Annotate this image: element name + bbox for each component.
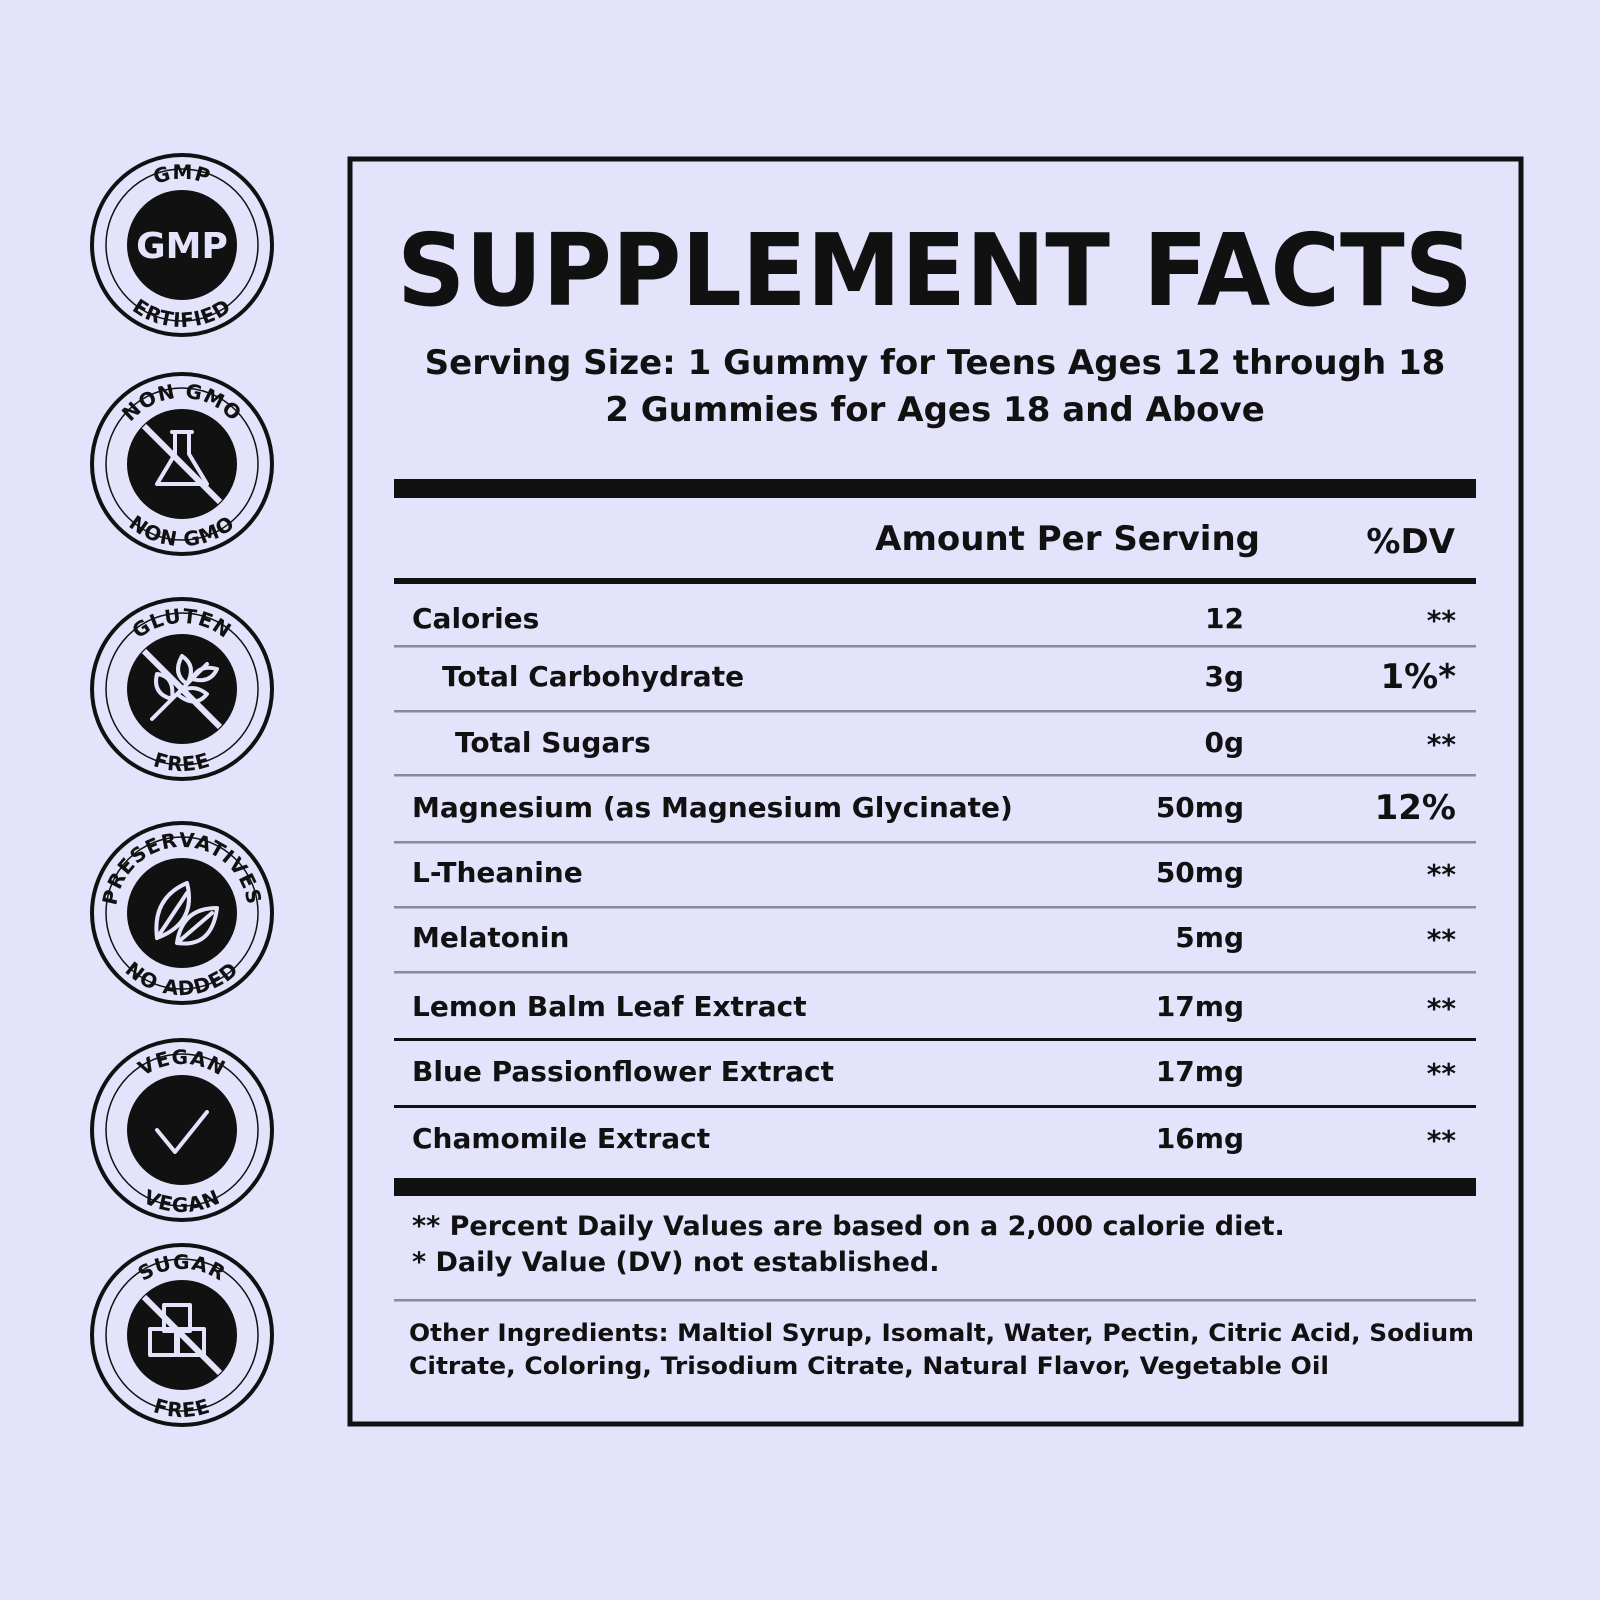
row-rule bbox=[394, 645, 1476, 648]
badge-center-text: GMP bbox=[136, 226, 228, 267]
badge-inner-ring bbox=[105, 1258, 259, 1412]
thick-rule bbox=[394, 479, 1476, 498]
badge-inner-ring bbox=[105, 168, 259, 322]
badge-slash bbox=[141, 423, 223, 505]
other-ingredients: Citrate, Coloring, Trisodium Citrate, Na… bbox=[409, 1352, 1329, 1380]
row-dv: ** bbox=[1427, 1124, 1457, 1157]
badge-bottom-text: FREE bbox=[151, 748, 213, 777]
row-rule bbox=[394, 971, 1476, 974]
other-ingredients: Other Ingredients: Maltiol Syrup, Isomal… bbox=[409, 1319, 1474, 1347]
row-name: Total Carbohydrate bbox=[442, 660, 744, 693]
badge-outer-ring bbox=[90, 153, 274, 337]
row-amount: 50mg bbox=[1156, 856, 1244, 889]
row-dv: ** bbox=[1427, 1057, 1457, 1090]
badge-top-label: GMP bbox=[150, 160, 212, 189]
row-rule bbox=[394, 1038, 1476, 1041]
badge-disc bbox=[127, 858, 237, 968]
badge-bottom-label: FREE bbox=[151, 748, 212, 777]
serving-size: Serving Size: 1 Gummy for Teens Ages 12 … bbox=[425, 343, 1446, 383]
row-dv: 12% bbox=[1375, 788, 1456, 828]
facts-title: SUPPLEMENT FACTS bbox=[397, 212, 1473, 329]
row-name: Total Sugars bbox=[455, 726, 651, 759]
flask-icon bbox=[155, 430, 209, 486]
serving-size: 2 Gummies for Ages 18 and Above bbox=[605, 390, 1265, 430]
badge-outer-ring bbox=[90, 1038, 274, 1222]
amount-header: Amount Per Serving bbox=[875, 519, 1260, 559]
badge-outer-ring bbox=[90, 597, 274, 781]
row-dv: ** bbox=[1427, 728, 1457, 761]
badge-outer-ring bbox=[90, 821, 274, 1005]
row-amount: 17mg bbox=[1156, 1055, 1244, 1088]
badge-inner-ring bbox=[105, 1053, 259, 1207]
row-dv: ** bbox=[1427, 992, 1457, 1025]
row-amount: 0g bbox=[1204, 726, 1244, 759]
row-name: Lemon Balm Leaf Extract bbox=[412, 990, 807, 1023]
row-name: Magnesium (as Magnesium Glycinate) bbox=[412, 791, 1013, 824]
row-amount: 12 bbox=[1205, 602, 1244, 635]
row-dv: 1%* bbox=[1380, 657, 1456, 697]
footnote: * Daily Value (DV) not established. bbox=[412, 1247, 940, 1278]
row-name: Melatonin bbox=[412, 921, 569, 954]
row-amount: 5mg bbox=[1175, 921, 1244, 954]
badge-outer-ring bbox=[90, 1243, 274, 1427]
badge-disc bbox=[127, 1075, 237, 1185]
row-rule bbox=[394, 1105, 1476, 1108]
facts-panel bbox=[347, 156, 1524, 1427]
row-name: Chamomile Extract bbox=[412, 1122, 710, 1155]
row-amount: 3g bbox=[1204, 660, 1244, 693]
cube-icon bbox=[176, 1327, 206, 1357]
row-name: Blue Passionflower Extract bbox=[412, 1055, 834, 1088]
row-name: L-Theanine bbox=[412, 856, 583, 889]
row-rule bbox=[394, 710, 1476, 713]
row-amount: 50mg bbox=[1156, 791, 1244, 824]
row-amount: 17mg bbox=[1156, 990, 1244, 1023]
badge-inner-ring bbox=[105, 387, 259, 541]
badge-outer-ring bbox=[90, 372, 274, 556]
row-rule bbox=[394, 774, 1476, 777]
badge-slash bbox=[141, 1294, 223, 1376]
badge-inner-ring bbox=[105, 836, 259, 990]
row-amount: 16mg bbox=[1156, 1122, 1244, 1155]
footnote-rule bbox=[394, 1299, 1476, 1302]
check-icon bbox=[155, 1110, 209, 1154]
footnote: ** Percent Daily Values are based on a 2… bbox=[412, 1211, 1285, 1242]
badge-slash bbox=[141, 648, 223, 730]
row-name: Calories bbox=[412, 602, 539, 635]
dv-header: %DV bbox=[1366, 522, 1455, 562]
row-rule bbox=[394, 841, 1476, 844]
row-dv: ** bbox=[1427, 858, 1457, 891]
leaf-icon bbox=[150, 654, 219, 721]
header-rule bbox=[394, 578, 1476, 584]
row-dv: ** bbox=[1427, 604, 1457, 637]
row-dv: ** bbox=[1427, 923, 1457, 956]
badge-top-text: GMP bbox=[150, 160, 213, 189]
badge-bottom-text: FREE bbox=[151, 1394, 213, 1423]
badge-disc bbox=[127, 190, 237, 300]
badge-bottom-label: FREE bbox=[151, 1394, 212, 1423]
row-rule bbox=[394, 906, 1476, 909]
badge-inner-ring bbox=[105, 612, 259, 766]
thick-rule bbox=[394, 1178, 1476, 1196]
leaves-icon bbox=[154, 881, 219, 946]
